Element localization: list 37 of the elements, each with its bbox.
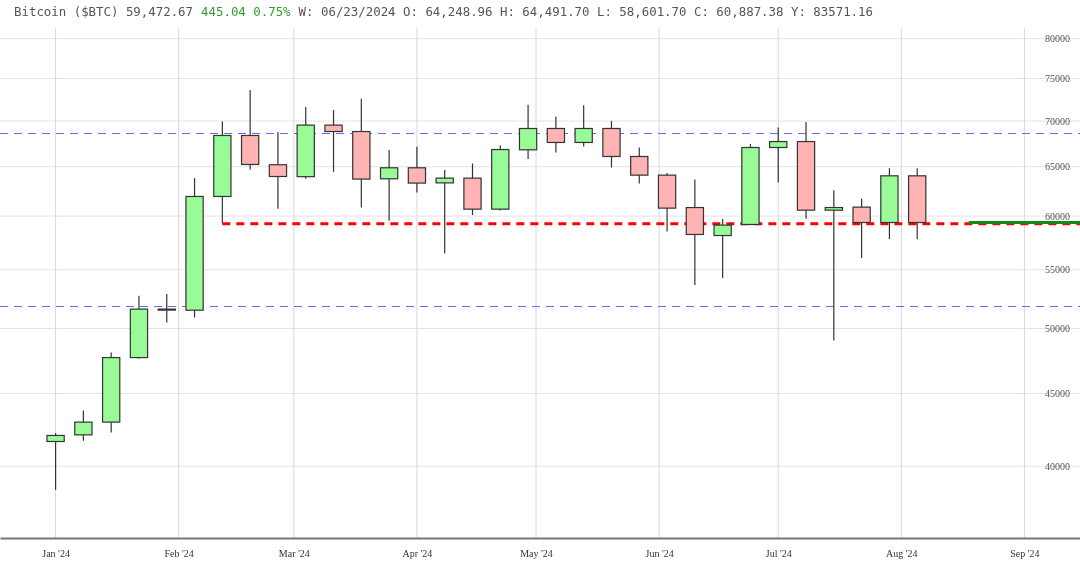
candlestick (435, 169, 454, 254)
x-tick-label: Jun '24 (645, 548, 674, 560)
y-tick-label: 65000 (1045, 161, 1070, 173)
candlestick (268, 131, 288, 210)
candlestick (546, 115, 566, 154)
y-tick-label: 50000 (1045, 323, 1070, 335)
candlestick (74, 410, 93, 442)
x-tick-label: Mar '24 (278, 548, 310, 560)
candlestick (518, 104, 538, 160)
text: 445.04 0.75% (201, 4, 292, 19)
candlestick (824, 189, 844, 342)
x-tick-label: Jul '24 (765, 548, 792, 560)
candlestick (379, 149, 399, 222)
x-tick-label: Jan '24 (42, 548, 70, 560)
y-tick-label: 70000 (1045, 115, 1070, 127)
candlestick (46, 432, 65, 491)
x-tick-label: Apr '24 (402, 548, 433, 560)
y-tick-label: 45000 (1045, 388, 1070, 400)
y-tick-label: 60000 (1045, 210, 1070, 222)
candlestick (713, 218, 732, 279)
y-tick-label: 80000 (1045, 33, 1070, 45)
x-tick-label: Aug '24 (886, 548, 918, 560)
candlestick (574, 104, 593, 148)
y-tick-label: 55000 (1045, 264, 1070, 276)
candlestick (324, 109, 343, 173)
candlestick (630, 146, 649, 185)
y-tick-label: 40000 (1045, 460, 1070, 472)
y-tick-label: 75000 (1045, 73, 1070, 85)
x-tick-label: Sep '24 (1010, 548, 1040, 560)
candlestick (852, 198, 871, 259)
text: W: 06/23/2024 O: 64,248.96 H: 64,491.70 L: 58,601.70 C: 60,887.38 Y: 83571.16 (298, 4, 873, 19)
chart-title: Bitcoin ($BTC) 59,472.67 (14, 4, 194, 19)
candlestick (157, 293, 176, 324)
x-tick-label: May '24 (520, 548, 553, 560)
x-tick-label: Feb '24 (164, 548, 194, 560)
candlestick (769, 126, 788, 184)
candlestick (407, 146, 427, 194)
